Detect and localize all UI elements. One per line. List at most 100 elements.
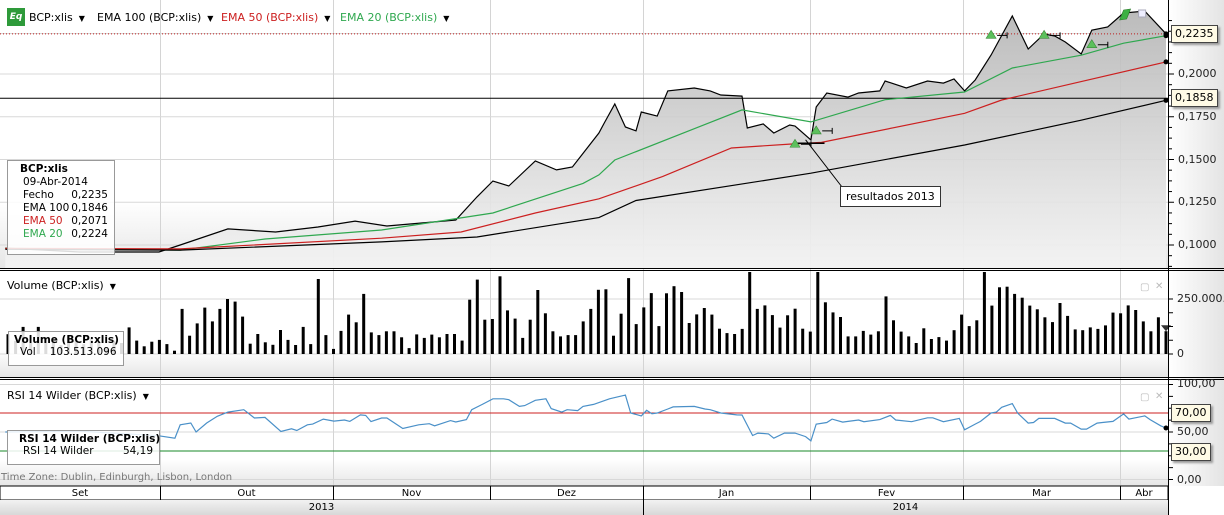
- volume-bar: [725, 333, 729, 354]
- legend-label: EMA 20 (BCP:xlis): [340, 11, 438, 24]
- volume-bar: [770, 315, 774, 354]
- legend-series-price[interactable]: BCP:xlis ▼: [29, 10, 85, 26]
- volume-bar: [430, 334, 434, 354]
- legend-series-ema100[interactable]: EMA 100 (BCP:xlis) ▼: [97, 10, 213, 26]
- volume-bar: [1013, 293, 1017, 354]
- volume-bar: [362, 293, 366, 354]
- rsi-pane-bg: [0, 380, 1168, 486]
- volume-bar: [657, 326, 661, 354]
- volume-bar: [490, 319, 494, 354]
- volume-bar: [559, 336, 562, 354]
- volume-bar: [922, 328, 926, 354]
- rsi-lower-callout: 30,00: [1171, 443, 1211, 461]
- rsi-pane-title[interactable]: RSI 14 Wilder (BCP:xlis) ▼: [7, 388, 149, 404]
- volume-bar: [1088, 327, 1092, 354]
- info-value: 54,19: [122, 445, 153, 457]
- caret-down-icon: ▼: [109, 282, 116, 291]
- volume-info-box: Volume (BCP:xlis) Vol 103.513.096: [8, 331, 124, 366]
- close-pane-icon[interactable]: ✕: [1155, 281, 1164, 292]
- volume-bar: [1134, 310, 1138, 354]
- maximize-pane-icon[interactable]: ▢: [1140, 282, 1150, 293]
- volume-bar: [1043, 317, 1047, 354]
- volume-bar: [1005, 286, 1009, 354]
- volume-bar: [748, 272, 752, 354]
- volume-bar: [475, 279, 479, 354]
- volume-bar: [929, 339, 933, 354]
- caret-down-icon: ▼: [443, 14, 450, 23]
- volume-bar: [1073, 329, 1077, 354]
- volume-bar: [460, 340, 464, 354]
- info-label: EMA 20: [23, 228, 63, 240]
- volume-bar: [604, 289, 608, 354]
- volume-bar: [823, 302, 827, 354]
- volume-bar: [1156, 317, 1160, 354]
- event-range-marker: [822, 127, 833, 134]
- month-label: Fev: [877, 488, 896, 499]
- caret-down-icon: ▼: [142, 392, 149, 401]
- volume-bar: [332, 348, 335, 354]
- volume-bar: [521, 337, 525, 354]
- volume-bar: [226, 299, 229, 354]
- volume-bar: [392, 331, 396, 354]
- caret-down-icon: ▼: [207, 14, 214, 23]
- month-label: Out: [237, 488, 256, 499]
- volume-bar: [876, 331, 880, 354]
- month-label: Abr: [1135, 488, 1153, 499]
- volume-bar: [960, 314, 964, 354]
- volume-bar: [1126, 305, 1130, 354]
- volume-bar: [672, 286, 676, 354]
- annotation-label[interactable]: resultados 2013: [840, 186, 941, 207]
- volume-bar: [150, 341, 154, 354]
- event-range-marker: [801, 141, 812, 148]
- volume-bar: [846, 336, 850, 354]
- price-tick-label: 0,1500: [1178, 153, 1217, 166]
- volume-bar: [687, 323, 691, 354]
- volume-bar: [256, 334, 260, 354]
- volume-pane-title[interactable]: Volume (BCP:xlis) ▼: [7, 278, 116, 294]
- event-range-marker: [997, 32, 1008, 39]
- volume-bar: [1141, 321, 1145, 354]
- volume-bar: [543, 313, 547, 354]
- volume-bar: [695, 314, 699, 354]
- volume-bar: [233, 301, 237, 354]
- volume-bar: [1081, 330, 1085, 354]
- info-title: RSI 14 Wilder (BCP:xlis): [19, 433, 161, 445]
- timezone-label: Time Zone: Dublin, Edinburgh, Lisbon, Lo…: [1, 472, 233, 483]
- ema100-callout: 0,1858: [1171, 89, 1218, 107]
- rsi-line: [5, 394, 1167, 442]
- volume-bar: [157, 339, 161, 354]
- time-axis: [160, 486, 1121, 515]
- volume-bar: [377, 335, 381, 354]
- volume-bar: [982, 272, 986, 354]
- volume-bar: [347, 314, 351, 354]
- maximize-pane-icon[interactable]: ▢: [1140, 392, 1150, 403]
- volume-bar: [354, 322, 358, 354]
- volume-tick-label: 250.000.000: [1177, 292, 1224, 305]
- volume-bar: [1096, 328, 1100, 354]
- volume-bar: [437, 337, 441, 354]
- event-flag-icon: [1119, 8, 1132, 21]
- info-row-ema20: EMA 20 0,2224: [23, 228, 108, 240]
- event-triangle-icon: [810, 125, 822, 135]
- volume-bar: [899, 331, 903, 354]
- volume-bar: [869, 334, 873, 354]
- volume-bar: [914, 343, 918, 354]
- legend-series-ema20[interactable]: EMA 20 (BCP:xlis) ▼: [340, 10, 449, 26]
- info-title: BCP:xlis: [20, 163, 68, 175]
- price-line: [5, 10, 1167, 253]
- volume-bar: [778, 327, 782, 354]
- legend-series-ema50[interactable]: EMA 50 (BCP:xlis) ▼: [221, 10, 330, 26]
- volume-bar: [422, 337, 426, 354]
- event-triangle-icon: [789, 138, 801, 148]
- equity-icon[interactable]: Eq: [7, 8, 25, 26]
- volume-bar: [793, 308, 797, 354]
- volume-bar: [733, 334, 737, 354]
- volume-bar: [945, 340, 948, 354]
- volume-bar: [975, 320, 979, 354]
- info-label: Vol: [20, 346, 36, 358]
- info-label: Fecho: [23, 189, 54, 201]
- volume-bar: [1149, 331, 1153, 354]
- info-value: 103.513.096: [49, 346, 117, 358]
- close-pane-icon[interactable]: ✕: [1155, 391, 1164, 402]
